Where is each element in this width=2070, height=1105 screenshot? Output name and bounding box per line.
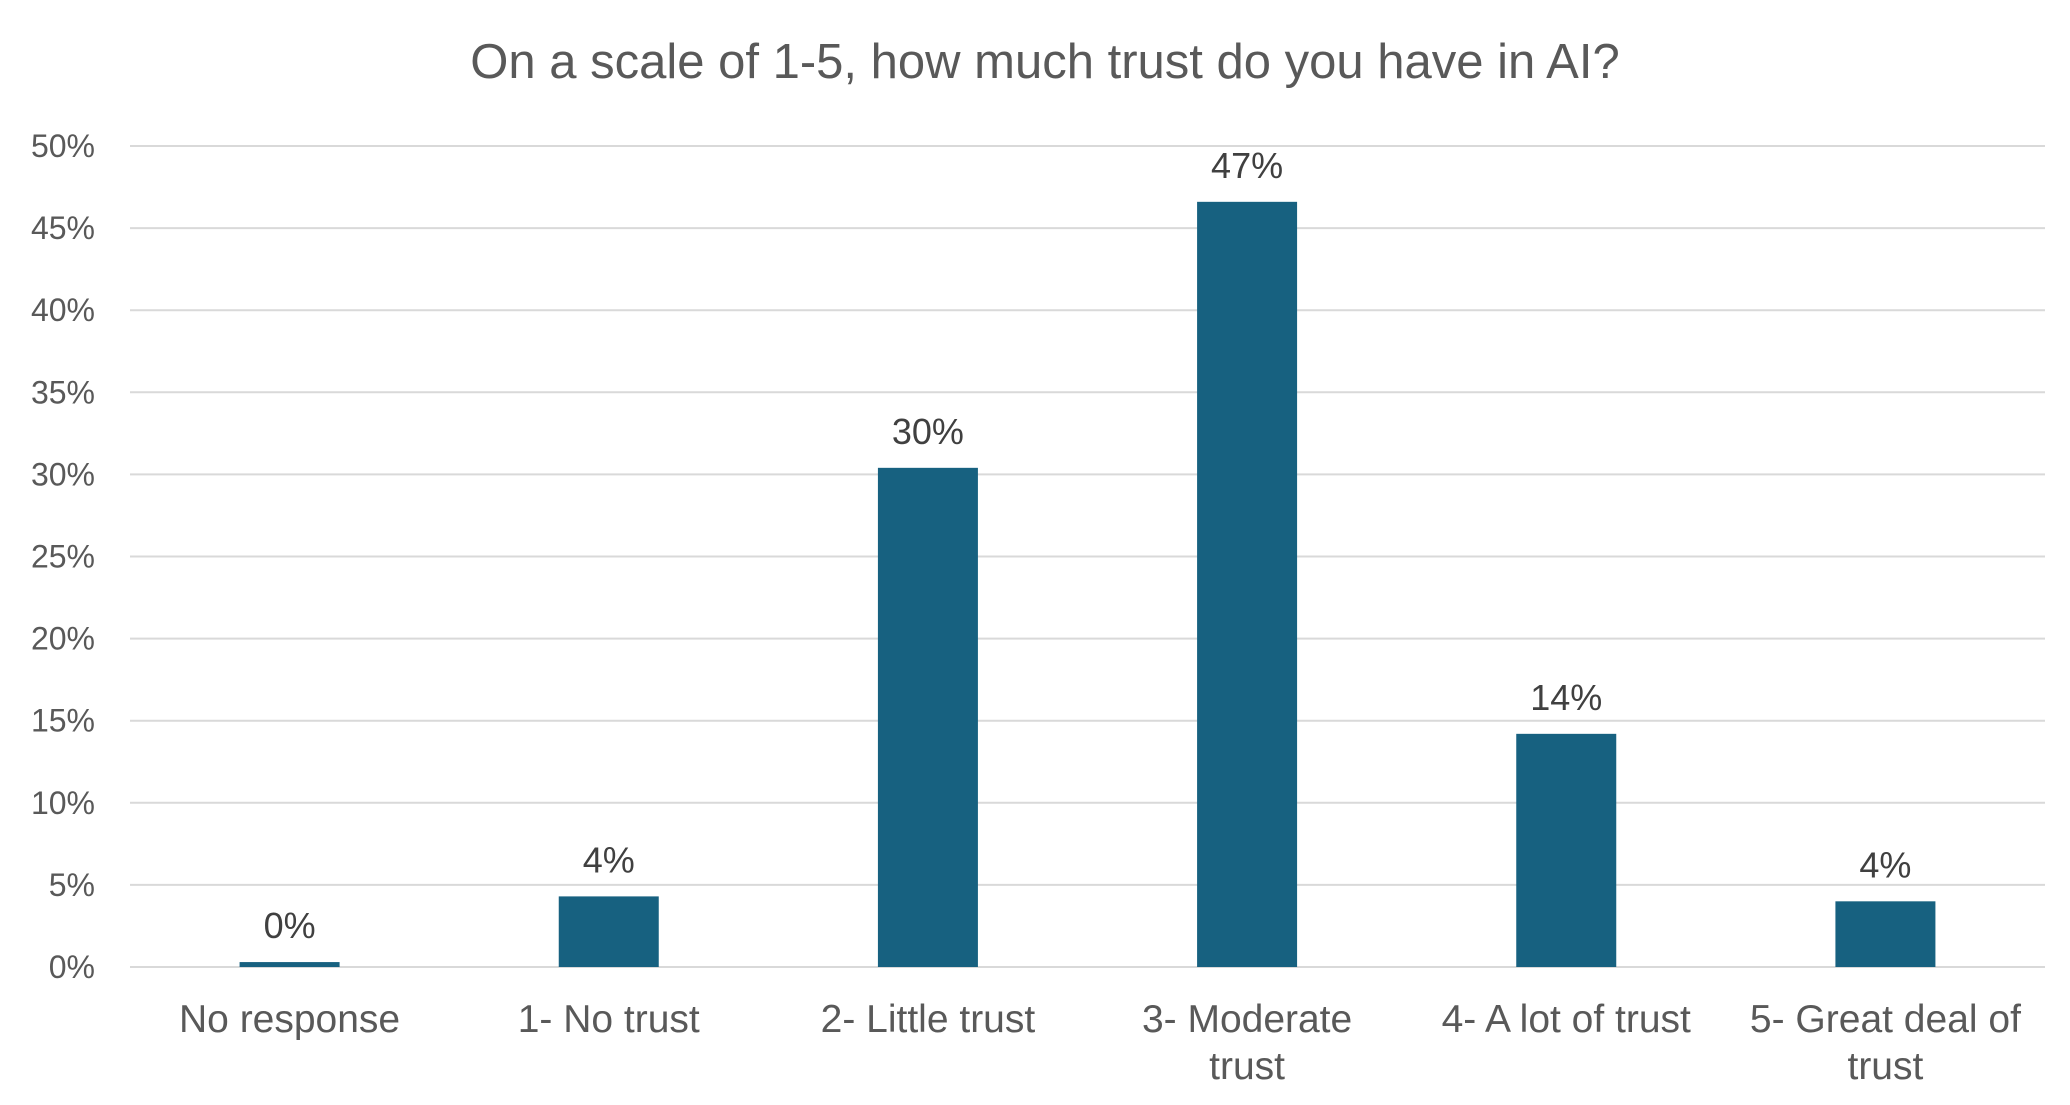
data-label: 47% <box>1211 145 1283 186</box>
bar <box>1835 901 1936 967</box>
category-label-line: trust <box>1209 1045 1285 1088</box>
y-axis-tick-labels: 0% 5% 10% 15% 20% 25% 30% 35% 40% 45% 50% <box>31 128 95 985</box>
category-label: 1- No trust <box>518 998 700 1041</box>
y-tick-label: 35% <box>31 374 95 410</box>
y-tick-label: 10% <box>31 785 95 821</box>
chart-title: On a scale of 1-5, how much trust do you… <box>470 35 1619 89</box>
category-label: 4- A lot of trust <box>1442 998 1691 1041</box>
data-labels: 0% 4% 30% 47% 14% 4% <box>264 145 1912 946</box>
y-tick-label: 5% <box>49 867 95 903</box>
y-tick-label: 45% <box>31 210 95 246</box>
y-tick-label: 15% <box>31 703 95 739</box>
category-label-line: trust <box>1847 1045 1923 1088</box>
x-axis-category-labels: No response 1- No trust 2- Little trust 3- … <box>179 998 2021 1088</box>
bar <box>239 962 340 967</box>
y-tick-label: 40% <box>31 292 95 328</box>
bars <box>239 201 1936 967</box>
data-label: 4% <box>1859 844 1911 885</box>
category-label-line: No response <box>179 998 400 1041</box>
category-label-line: 4- A lot of trust <box>1442 998 1691 1041</box>
y-tick-label: 20% <box>31 621 95 657</box>
y-tick-label: 25% <box>31 539 95 575</box>
data-label: 30% <box>892 411 964 452</box>
category-label-line: 5- Great deal of <box>1750 998 2021 1041</box>
data-label: 0% <box>264 905 316 946</box>
y-tick-label: 0% <box>49 949 95 985</box>
category-label: 3- Moderate trust <box>1142 998 1352 1088</box>
category-label-line: 2- Little trust <box>821 998 1036 1041</box>
data-label: 4% <box>583 839 635 880</box>
category-label-line: 1- No trust <box>518 998 700 1041</box>
bar <box>877 467 978 967</box>
category-label: 2- Little trust <box>821 998 1036 1041</box>
bar <box>1197 201 1298 967</box>
bar <box>1516 733 1617 967</box>
category-label-line: 3- Moderate <box>1142 998 1352 1041</box>
bar <box>558 896 659 967</box>
gridlines <box>130 145 2045 968</box>
category-label: No response <box>179 998 400 1041</box>
y-tick-label: 50% <box>31 128 95 164</box>
y-tick-label: 30% <box>31 456 95 492</box>
category-label: 5- Great deal of trust <box>1750 998 2021 1088</box>
data-label: 14% <box>1530 677 1602 718</box>
